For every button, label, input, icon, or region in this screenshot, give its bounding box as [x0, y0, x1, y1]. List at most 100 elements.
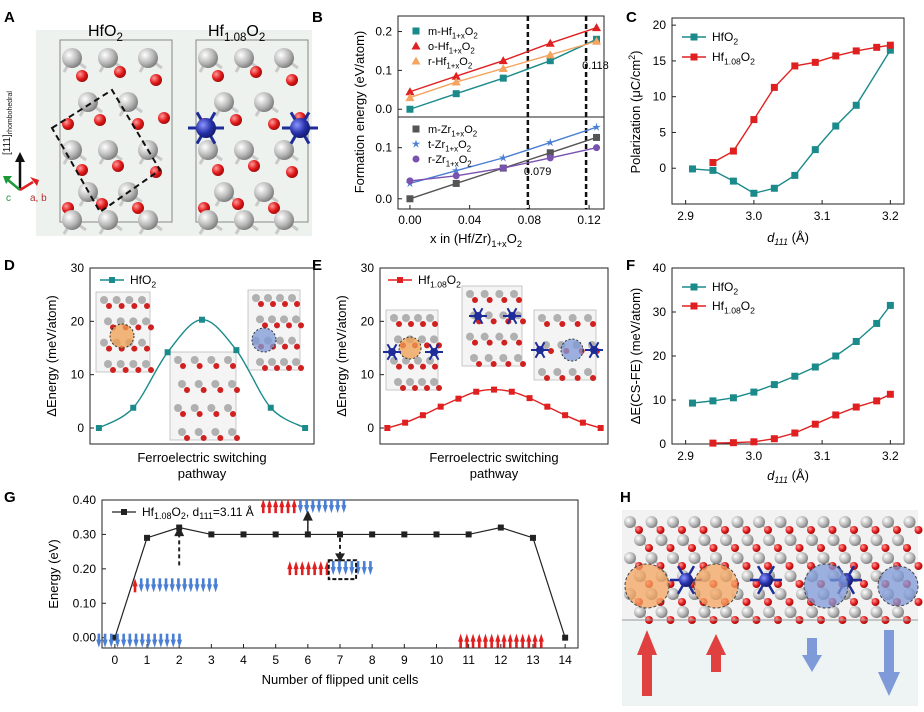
data-point — [832, 411, 840, 419]
strip-0-down-head — [164, 639, 170, 648]
orange-highlight-1 — [624, 563, 670, 609]
inset-oxygen — [476, 361, 482, 367]
orange-highlight-2 — [693, 563, 739, 609]
inset-hf — [510, 332, 518, 341]
formula-part: 2 — [733, 287, 738, 297]
hafnium-atom — [62, 48, 82, 68]
strip-6-down-stem — [323, 499, 327, 507]
data-point — [886, 301, 894, 309]
formula-part: O — [507, 231, 517, 246]
data-point — [791, 171, 799, 179]
oxygen-atom — [742, 562, 751, 570]
inset-oxygen — [196, 411, 203, 417]
inset-oxygen — [436, 385, 442, 391]
oxygen-atom — [838, 544, 847, 552]
panel-b-ylabel: Formation energy (eV/atom) — [352, 31, 367, 194]
formula-part: 2 — [467, 144, 471, 153]
data-point — [597, 425, 604, 431]
panel-b-top-ytick-label: 0.2 — [375, 25, 392, 39]
inset-hf — [568, 368, 577, 376]
inset-hf — [514, 354, 522, 362]
inset-oxygen — [270, 301, 276, 307]
inset-interstitial — [590, 346, 598, 354]
legend-marker — [412, 27, 420, 35]
inset-oxygen — [516, 297, 522, 303]
inset-hf — [466, 290, 474, 298]
legend-label: m-Hf1+xO2 — [428, 26, 478, 40]
inset-oxygen — [282, 301, 288, 307]
hafnium-atom — [118, 92, 138, 112]
strip-14-up-head — [538, 633, 544, 642]
data-point — [526, 395, 533, 402]
data-point — [791, 372, 799, 380]
data-point — [419, 412, 426, 419]
hafnium-atom — [667, 516, 679, 528]
legend-label: HfO2 — [712, 30, 738, 47]
panel-d-frame — [89, 267, 315, 445]
axis-ab-line — [19, 180, 34, 192]
strip-0-down-head — [127, 639, 133, 648]
panel-f-frame — [671, 267, 905, 445]
hafnium-atom — [634, 606, 646, 618]
panel-a: HfO2 Hf1.08O2 c a, b [111]rhombohedral — [2, 23, 318, 236]
inset-oxygen — [294, 343, 300, 350]
data-point — [401, 531, 408, 538]
inset-oxygen — [501, 297, 508, 303]
formula-part: 2 — [750, 57, 755, 67]
data-point — [473, 388, 480, 395]
strip-6-down-stem — [311, 499, 315, 507]
strip-0-down-head — [114, 639, 121, 648]
panel-f-ylabel: ΔE(CS-FE) (meV/atom) — [628, 288, 643, 425]
oxygen-atom — [721, 526, 729, 534]
oxygen-atom — [828, 526, 837, 534]
data-point — [95, 425, 102, 431]
oxygen-atom — [785, 598, 794, 606]
polarization-arrow-up-small — [706, 634, 726, 672]
hafnium-atom — [234, 48, 254, 68]
interstitial-hf-atom — [759, 573, 773, 587]
inset-oxygen — [180, 363, 186, 369]
data-point — [402, 419, 409, 426]
formula-part: 2 — [473, 31, 477, 40]
inset-hf — [418, 378, 426, 386]
inset-oxygen — [298, 365, 304, 371]
inset-oxygen — [424, 342, 430, 349]
data-point — [688, 399, 696, 407]
hafnium-atom — [667, 552, 679, 564]
inset-oxygen — [230, 411, 236, 417]
data-point — [592, 122, 601, 131]
panel-b-axes: 0.0 0.1 0.2 0.0 0.1 0.00 0.04 0.08 0.12 — [375, 25, 601, 227]
data-point — [729, 394, 737, 402]
strip-7-down-stem — [344, 561, 347, 569]
hafnium-atom — [655, 534, 668, 546]
hafnium-atom — [860, 588, 873, 600]
hf108o2-title-text: Hf1.08O2 — [208, 23, 265, 44]
oxygen-atom — [709, 544, 718, 552]
oxygen-atom — [764, 562, 772, 570]
data-point — [164, 349, 171, 356]
strip-1-down-stem — [214, 578, 217, 586]
panel-b-marks: 0.118 0.079 — [405, 16, 609, 209]
strip-6-down-head — [328, 505, 335, 514]
inset-oxygen — [274, 365, 280, 371]
panel-b-xtick-label: 0.12 — [577, 213, 601, 227]
strip-14-up-stem — [533, 640, 537, 648]
legend-marker — [412, 125, 420, 133]
strip-7-up-head — [312, 561, 318, 570]
inset-oxygen — [144, 345, 150, 352]
strip-6-up-stem — [268, 506, 271, 514]
series-line — [692, 304, 891, 404]
oxygen-atom — [132, 202, 144, 214]
hafnium-atom — [198, 140, 218, 160]
inset-oxygen — [520, 318, 526, 325]
oxygen-atom — [699, 526, 708, 534]
inset-hf — [280, 358, 288, 366]
legend-label: HfO2 — [712, 280, 738, 297]
axis-ab-label: a, b — [30, 193, 47, 204]
oxygen-atom — [742, 526, 751, 534]
panel-g: 0.000.100.200.300.400 1 2 3 4 5 6 7 8 9 10 11 12 13 14… — [46, 493, 579, 687]
strip-0-down-stem — [109, 633, 113, 641]
oxygen-atom — [795, 544, 804, 552]
panel-e-ytick-label: 10 — [361, 368, 375, 382]
panel-g-xtick-label: 5 — [272, 653, 279, 667]
